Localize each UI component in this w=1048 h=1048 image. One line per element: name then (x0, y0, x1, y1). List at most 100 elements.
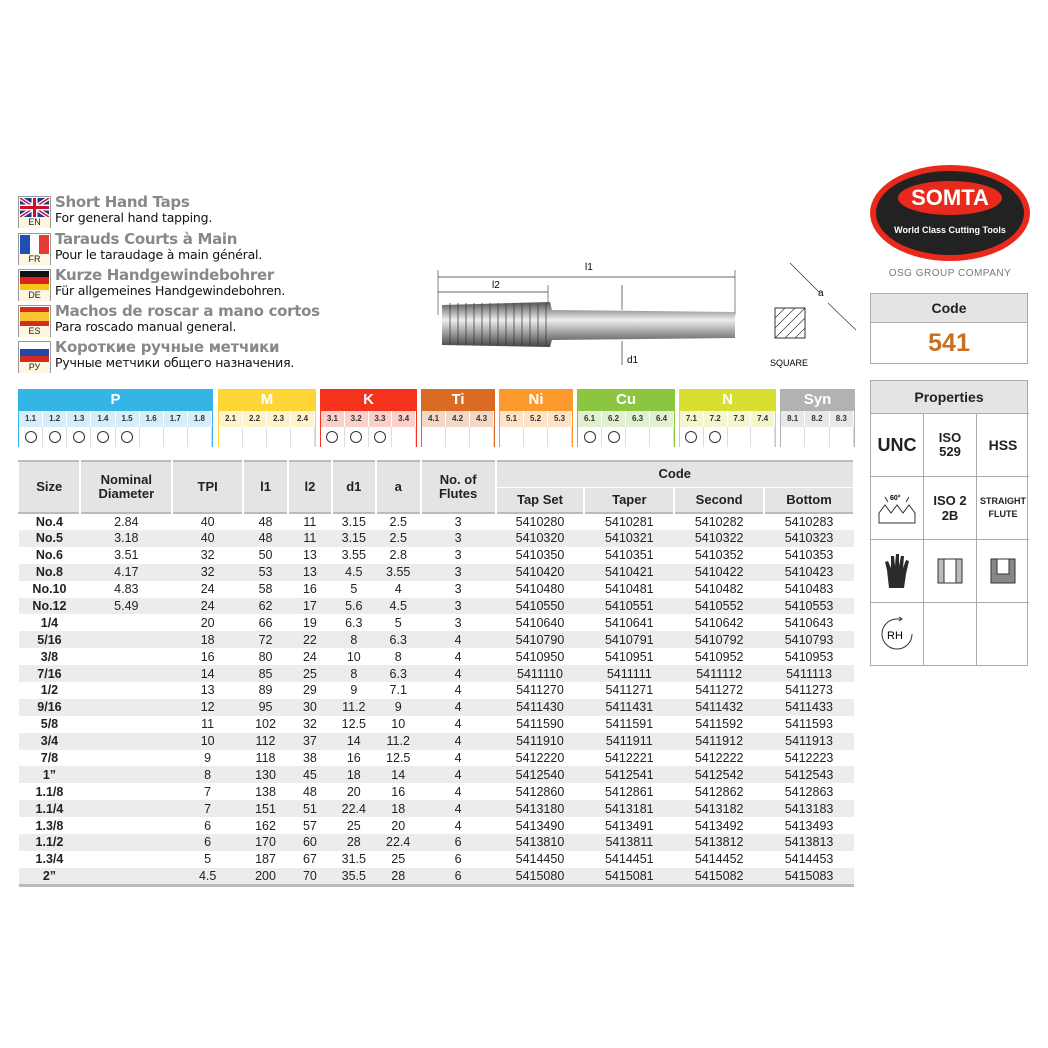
suitability-cell (368, 427, 393, 447)
cell-d1: 10 (346, 649, 361, 664)
material-subgroup: 4.1 (422, 411, 446, 427)
suitability-cell (751, 427, 775, 447)
cell-l2: 13 (302, 565, 317, 580)
cell-flutes: 3 (454, 515, 462, 529)
product-title: Tarauds Courts à Main (55, 230, 238, 248)
cell-d1: 8 (350, 666, 358, 681)
cell-d1: 28 (346, 835, 361, 850)
material-subgroup: 3.1 (321, 411, 345, 427)
cell-a: 4.5 (389, 599, 407, 613)
cell-code-bottom: 5412543 (784, 767, 834, 782)
material-subgroup: 8.1 (781, 411, 806, 427)
cell-size: 1” (42, 767, 57, 782)
suitability-cell (267, 427, 291, 447)
cell-code-bottom: 5412223 (784, 751, 834, 766)
table-row: 1.3/8 6 162 57 25 20 4 5413490 5413491 5413492 541… (19, 817, 855, 834)
cell-code-second: 5415082 (694, 868, 744, 883)
language-code: DE (19, 290, 50, 301)
cell-nominal-diameter (80, 733, 172, 750)
cell-size: No.8 (35, 565, 63, 580)
cell-l1: 138 (255, 784, 276, 799)
glove-icon (871, 539, 924, 602)
suitability-cell (422, 427, 446, 447)
cell-nominal-diameter (80, 665, 172, 682)
cell-code-second: 5410322 (694, 531, 744, 546)
cell-flutes: 4 (454, 818, 462, 833)
cell-code-second: 5410642 (694, 615, 744, 630)
suitable-circle-icon (709, 431, 722, 443)
material-subgroup: 1.7 (163, 411, 188, 427)
cell-flutes: 6 (454, 852, 462, 867)
col-bottom: Bottom (763, 486, 855, 514)
suitability-cell (91, 427, 116, 447)
flag-icon: DE (18, 269, 51, 301)
col-tpi: TPI (171, 460, 245, 514)
cell-l2: 29 (302, 683, 317, 698)
cell-l2: 19 (302, 615, 317, 630)
suitability-cell (446, 427, 470, 447)
cell-tpi: 12 (200, 700, 215, 715)
material-subgroup: 1.3 (67, 411, 92, 427)
table-row: 5/8 11 102 32 12.5 10 4 5411590 5411591 5411592 54… (19, 716, 855, 733)
suitability-cell (43, 427, 68, 447)
cell-code-bottom: 5414453 (784, 852, 834, 867)
cell-flutes: 4 (454, 700, 462, 715)
cell-l1: 48 (258, 531, 273, 546)
cell-code-second: 5411432 (695, 700, 744, 715)
cell-nominal-diameter (80, 766, 172, 783)
l2-label: l2 (492, 280, 500, 291)
material-subgroup: 1.2 (43, 411, 68, 427)
cell-l1: 72 (258, 632, 273, 647)
product-subtitle: Pour le taraudage à main général. (55, 247, 263, 262)
cell-code-bottom: 5410953 (784, 649, 834, 664)
cell-code-bottom: 5410793 (784, 632, 834, 647)
cell-code-tap-set: 5410480 (515, 582, 565, 597)
table-row: No.10 4.83 24 58 16 5 4 3 5410480 5410481 5410482 5… (19, 581, 855, 598)
table-row: 1.1/2 6 170 60 28 22.4 6 5413810 5413811 5413812 5… (18, 834, 854, 851)
cell-code-bottom: 5410353 (784, 548, 834, 563)
cell-flutes: 6 (454, 835, 462, 850)
material-group-syn: Syn 8.1 8.2 8.3 (780, 389, 855, 447)
col-size: Size (18, 460, 82, 514)
cell-a: 20 (391, 818, 406, 833)
material-subgroup: 2.2 (243, 411, 267, 427)
cell-l1: 151 (255, 801, 276, 816)
suitable-circle-icon (685, 431, 698, 443)
material-group-ni: Ni 5.1 5.2 5.3 (499, 389, 573, 447)
prop-unc: UNC (871, 413, 924, 476)
product-subtitle: Für allgemeines Handgewindebohren. (55, 283, 286, 298)
cell-size: 1.3/4 (35, 852, 64, 867)
suitable-circle-icon (121, 431, 134, 443)
cell-d1: 3.55 (341, 548, 366, 563)
cell-code-second: 5412862 (694, 784, 744, 799)
cell-tpi: 9 (204, 751, 212, 766)
cell-l2: 25 (302, 666, 317, 681)
cell-flutes: 4 (454, 666, 462, 681)
cell-l1: 80 (258, 649, 273, 664)
cell-l2: 11 (303, 531, 317, 546)
cell-d1: 18 (346, 767, 361, 782)
material-group-m: M 2.1 2.2 2.3 2.4 (218, 389, 316, 447)
thread-60-icon: 60° (871, 476, 924, 539)
cell-code-taper: 5415081 (604, 868, 654, 883)
product-table: Size Nominal Diameter TPI l1 l2 d1 a No.… (18, 460, 856, 887)
product-title: Короткие ручные метчики (55, 338, 280, 356)
cell-l1: 170 (255, 835, 276, 850)
code-box: Code 541 (870, 293, 1028, 364)
suitability-cell (602, 427, 626, 447)
material-subgroup: 7.2 (703, 411, 728, 427)
cell-code-taper: 5411271 (605, 683, 654, 698)
cell-a: 18 (391, 801, 406, 816)
cell-a: 28 (391, 868, 406, 883)
col-d1: d1 (331, 460, 377, 514)
cell-l2: 11 (303, 515, 317, 529)
suitability-cell (626, 427, 650, 447)
svg-text:RH: RH (887, 630, 903, 642)
cell-tpi: 40 (200, 531, 215, 546)
cell-code-second: 5411112 (696, 666, 743, 681)
product-title: Machos de roscar a mano cortos (55, 302, 320, 320)
material-subgroup: 1.5 (115, 411, 140, 427)
cell-d1: 6.3 (345, 615, 363, 630)
cell-code-second: 5412222 (694, 751, 744, 766)
cell-code-tap-set: 5414450 (515, 852, 565, 867)
